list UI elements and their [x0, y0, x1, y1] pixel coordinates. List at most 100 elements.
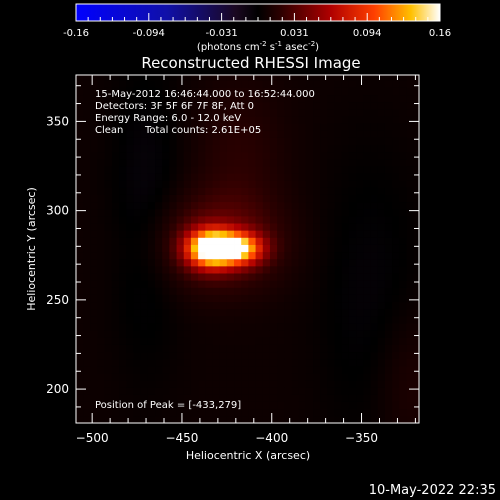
- heatmap-cell: [363, 408, 371, 417]
- heatmap-cell: [169, 244, 177, 253]
- heatmap-cell: [198, 394, 206, 402]
- heatmap-cell: [269, 323, 278, 331]
- heatmap-cell: [327, 358, 335, 367]
- heatmap-cell: [320, 401, 328, 410]
- heatmap-cell: [162, 201, 170, 210]
- heatmap-cell: [269, 258, 278, 267]
- heatmap-cell: [377, 373, 386, 381]
- heatmap-cell: [341, 351, 350, 360]
- heatmap-cell: [348, 351, 357, 360]
- heatmap-cell: [241, 187, 249, 195]
- heatmap-cell: [248, 294, 256, 303]
- heatmap-cell: [162, 251, 170, 260]
- heatmap-cell: [392, 287, 400, 295]
- heatmap-cell: [320, 244, 328, 253]
- heatmap-cell: [147, 251, 156, 260]
- heatmap-cell: [377, 151, 386, 160]
- heatmap-cell: [255, 223, 264, 231]
- heatmap-cell: [104, 130, 113, 138]
- heatmap-cell: [327, 365, 335, 374]
- heatmap-cell: [90, 137, 98, 145]
- heatmap-cell: [334, 344, 343, 353]
- heatmap-cell: [384, 158, 393, 167]
- heatmap-cell: [241, 94, 249, 103]
- heatmap-cell: [248, 337, 256, 345]
- heatmap-cell: [241, 87, 249, 96]
- heatmap-cell: [291, 223, 300, 231]
- heatmap-cell: [234, 301, 242, 310]
- heatmap-cell: [384, 101, 393, 110]
- heatmap-cell: [162, 244, 170, 253]
- heatmap-cell: [413, 158, 420, 167]
- heatmap-cell: [90, 230, 98, 238]
- heatmap-cell: [313, 273, 321, 281]
- heatmap-cell: [277, 116, 285, 124]
- heatmap-cell: [226, 123, 235, 131]
- heatmap-cell: [327, 151, 335, 160]
- heatmap-cell: [104, 87, 113, 96]
- heatmap-cell: [241, 365, 249, 374]
- heatmap-cell: [284, 287, 292, 295]
- heatmap-cell: [269, 75, 278, 81]
- heatmap-cell: [155, 80, 163, 88]
- heatmap-cell: [377, 130, 386, 138]
- heatmap-cell: [140, 237, 149, 245]
- heatmap-cell: [226, 351, 235, 360]
- heatmap-cell: [392, 301, 400, 310]
- heatmap-cell: [298, 87, 307, 96]
- heatmap-cell: [234, 387, 242, 395]
- heatmap-cell: [97, 237, 106, 245]
- heatmap-cell: [183, 237, 192, 245]
- heatmap-cell: [176, 294, 185, 303]
- heatmap-cell: [212, 280, 221, 288]
- heatmap-cell: [269, 87, 278, 96]
- heatmap-cell: [255, 344, 264, 353]
- heatmap-cell: [205, 415, 213, 424]
- heatmap-cell: [341, 387, 350, 395]
- heatmap-cell: [298, 180, 307, 188]
- heatmap-cell: [341, 401, 350, 410]
- heatmap-cell: [140, 87, 149, 96]
- heatmap-cell: [341, 75, 350, 81]
- heatmap-cell: [176, 151, 185, 160]
- heatmap-cell: [104, 137, 113, 145]
- heatmap-cell: [334, 223, 343, 231]
- heatmap-cell: [277, 215, 285, 224]
- heatmap-cell: [183, 265, 192, 274]
- heatmap-cell: [133, 365, 142, 374]
- heatmap-cell: [399, 80, 407, 88]
- heatmap-cell: [363, 258, 371, 267]
- heatmap-cell: [413, 408, 420, 417]
- heatmap-cell: [190, 123, 199, 131]
- heatmap-cell: [269, 173, 278, 181]
- heatmap-cell: [291, 358, 300, 367]
- heatmap-cell: [104, 344, 113, 353]
- heatmap-cell: [76, 287, 84, 295]
- heatmap-cell: [126, 301, 134, 310]
- heatmap-cell: [277, 265, 285, 274]
- heatmap-cell: [111, 123, 120, 131]
- heatmap-cell: [234, 144, 242, 153]
- heatmap-cell: [126, 180, 134, 188]
- heatmap-cell: [97, 394, 106, 402]
- heatmap-cell: [363, 144, 371, 153]
- heatmap-cell: [370, 365, 379, 374]
- heatmap-cell: [76, 230, 84, 238]
- heatmap-cell: [147, 358, 156, 367]
- heatmap-cell: [76, 108, 84, 117]
- heatmap-cell: [406, 358, 415, 367]
- heatmap-cell: [133, 323, 142, 331]
- heatmap-cell: [248, 187, 256, 195]
- heatmap-cell: [262, 87, 271, 96]
- heatmap-cell: [219, 337, 228, 345]
- heatmap-cell: [348, 187, 357, 195]
- heatmap-cell: [169, 344, 177, 353]
- heatmap-cell: [155, 244, 163, 253]
- heatmap-cell: [291, 251, 300, 260]
- heatmap-cell: [277, 258, 285, 267]
- heatmap-cell: [392, 223, 400, 231]
- heatmap-cell: [269, 380, 278, 388]
- heatmap-cell: [97, 323, 106, 331]
- heatmap-cell: [341, 80, 350, 88]
